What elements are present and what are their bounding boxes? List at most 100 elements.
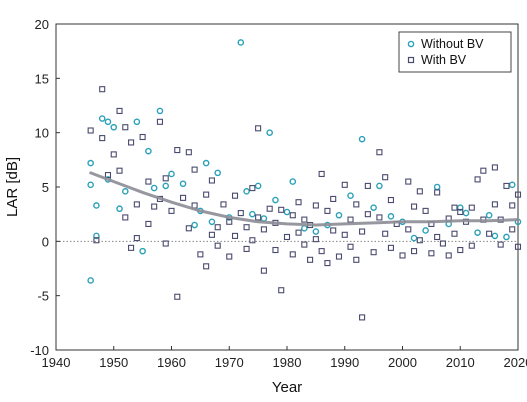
point-with-bv [353, 256, 360, 263]
point-with-bv [405, 178, 412, 185]
point-with-bv [278, 287, 285, 294]
point-with-bv [416, 188, 423, 195]
point-with-bv [486, 230, 493, 237]
point-without-bv [145, 147, 152, 155]
point-with-bv [168, 207, 175, 214]
point-with-bv [255, 125, 262, 132]
point-with-bv [307, 256, 314, 263]
point-without-bv [139, 247, 146, 255]
y-tick-label: -5 [37, 289, 49, 304]
point-with-bv [318, 248, 325, 255]
point-with-bv [387, 244, 395, 251]
point-without-bv [116, 205, 123, 213]
point-with-bv [289, 251, 296, 258]
point-with-bv [180, 194, 187, 201]
point-with-bv [255, 214, 262, 221]
point-without-bv [93, 202, 100, 209]
point-without-bv [104, 118, 112, 126]
point-without-bv [133, 118, 141, 126]
point-with-bv [208, 231, 215, 238]
point-without-bv [150, 184, 158, 192]
point-with-bv [416, 237, 423, 244]
point-with-bv [220, 201, 227, 208]
point-with-bv [278, 206, 285, 213]
point-without-bv [508, 181, 516, 189]
x-tick-label: 1980 [273, 355, 302, 370]
y-tick-label: 20 [35, 17, 49, 32]
y-tick-label: -10 [30, 343, 49, 358]
point-with-bv [451, 230, 458, 237]
trend-line [89, 171, 520, 227]
y-axis-ticks: -10 -5 0 5 10 15 20 [30, 17, 60, 358]
point-with-bv [122, 124, 129, 131]
point-without-bv [243, 188, 250, 195]
point-with-bv [312, 236, 319, 243]
point-with-bv [353, 201, 360, 208]
point-without-bv [485, 211, 493, 219]
point-without-bv [191, 221, 198, 229]
point-without-bv [208, 218, 216, 226]
point-with-bv [231, 192, 239, 199]
point-without-bv [87, 181, 94, 189]
point-without-bv [462, 209, 470, 217]
point-with-bv [162, 175, 169, 182]
x-tick-label: 1940 [42, 355, 71, 370]
point-with-bv [434, 233, 441, 241]
point-with-bv [116, 107, 123, 114]
point-with-bv [347, 216, 354, 223]
point-without-bv [376, 182, 383, 190]
point-with-bv [491, 201, 498, 208]
point-with-bv [203, 191, 210, 198]
point-with-bv [226, 253, 233, 260]
point-without-bv [93, 232, 100, 240]
point-with-bv [133, 201, 140, 208]
y-tick-label: 0 [42, 234, 49, 249]
x-tick-label: 2020 [504, 355, 527, 370]
point-with-bv [266, 205, 273, 212]
point-with-bv [203, 263, 210, 270]
x-axis-label: Year [272, 379, 302, 396]
point-with-bv [382, 174, 389, 181]
point-with-bv [399, 252, 406, 259]
point-with-bv [364, 211, 371, 218]
point-without-bv [214, 169, 221, 177]
point-with-bv [312, 202, 319, 209]
point-with-bv [341, 181, 348, 188]
point-without-bv [312, 228, 320, 235]
point-with-bv [295, 229, 302, 236]
point-with-bv [330, 195, 337, 203]
point-with-bv [301, 216, 308, 223]
point-without-bv [272, 196, 279, 204]
point-with-bv [422, 207, 429, 214]
legend: Without BV With BV [398, 31, 512, 73]
point-without-bv [168, 170, 175, 178]
point-with-bv [139, 133, 146, 141]
point-with-bv [214, 242, 221, 249]
point-with-bv [330, 227, 337, 234]
point-with-bv [405, 226, 412, 233]
point-with-bv [185, 225, 192, 232]
point-with-bv [301, 241, 308, 248]
x-tick-label: 1970 [215, 355, 244, 370]
point-with-bv [243, 245, 250, 252]
point-with-bv [214, 224, 221, 231]
point-with-bv [387, 196, 395, 204]
point-with-bv [110, 151, 117, 158]
data-points [87, 39, 522, 321]
point-with-bv [382, 230, 389, 237]
point-with-bv [457, 246, 464, 254]
point-with-bv [457, 208, 464, 216]
point-without-bv [347, 192, 354, 199]
y-tick-label: 5 [42, 180, 49, 195]
point-without-bv [237, 39, 245, 46]
point-with-bv [272, 246, 279, 254]
point-without-bv [283, 208, 291, 216]
point-without-bv [249, 210, 256, 218]
point-with-bv [514, 243, 522, 250]
point-with-bv [249, 237, 256, 244]
point-without-bv [387, 213, 395, 220]
point-with-bv [289, 212, 296, 219]
point-with-bv [445, 252, 452, 259]
point-with-bv [347, 243, 354, 250]
